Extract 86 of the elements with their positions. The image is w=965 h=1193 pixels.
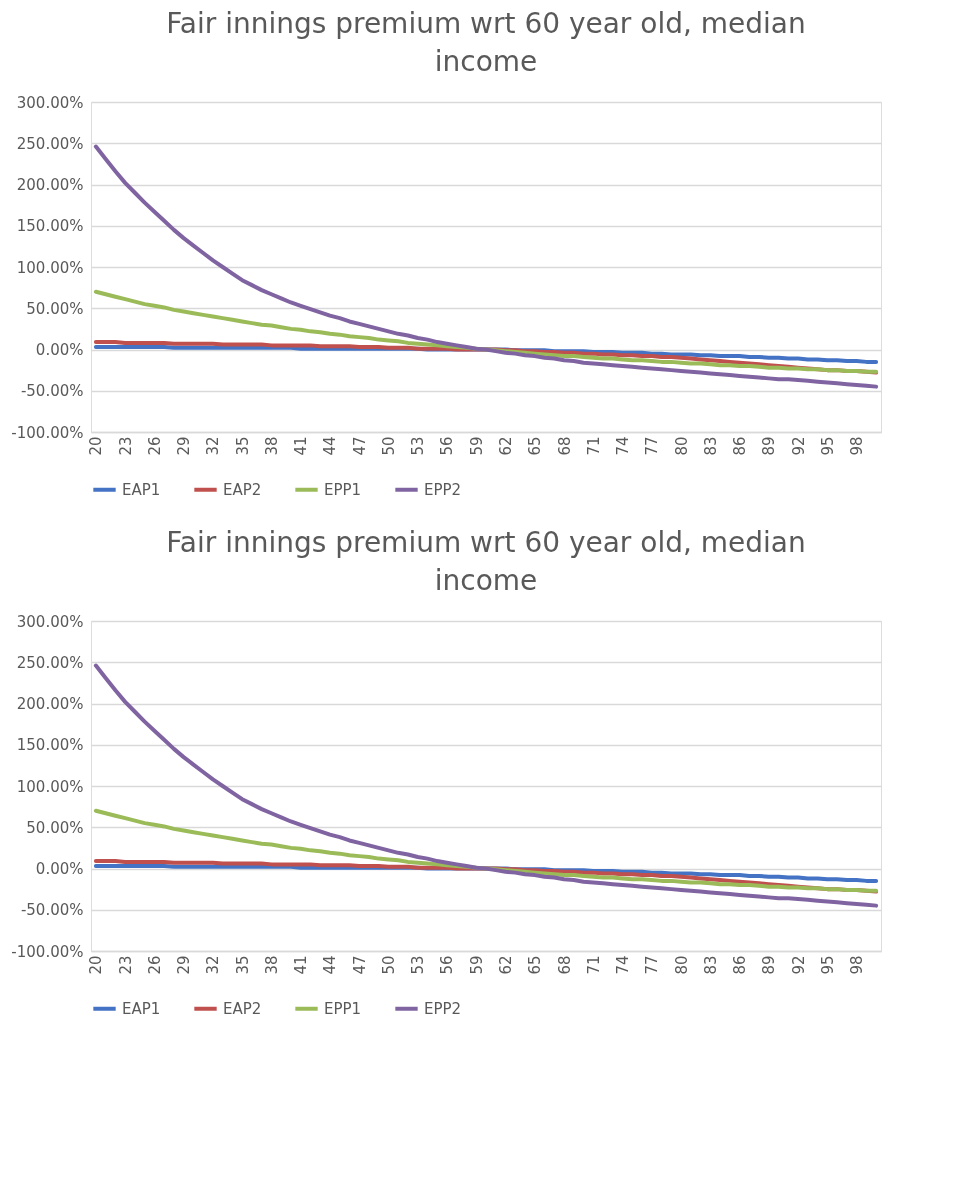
x-tick-label: 26 <box>145 955 164 975</box>
x-tick-label: 20 <box>87 955 106 975</box>
y-tick-label: 300.00% <box>16 93 84 112</box>
x-tick-label: 38 <box>262 436 281 456</box>
x-tick-label: 32 <box>204 436 223 456</box>
x-tick-label: 23 <box>116 955 135 975</box>
legend-label: EPP2 <box>424 999 462 1018</box>
y-tick-label: 150.00% <box>16 736 84 755</box>
chart-title: Fair innings premium wrt 60 year old, median income <box>166 7 806 78</box>
x-tick-label: 74 <box>614 436 633 456</box>
legend-label: EPP2 <box>424 480 462 499</box>
y-tick-label: 250.00% <box>16 134 84 153</box>
chart-title: Fair innings premium wrt 60 year old, median income <box>166 526 806 597</box>
y-tick-label: -50.00% <box>20 901 84 920</box>
x-tick-label: 47 <box>350 955 369 975</box>
x-tick-label: 98 <box>848 436 867 456</box>
line-series <box>93 144 879 389</box>
x-tick-label: 92 <box>789 436 808 456</box>
x-tick-label: 29 <box>175 436 194 456</box>
y-tick-label: 200.00% <box>16 176 84 194</box>
legend-label: EAP2 <box>223 999 262 1018</box>
x-tick-label: 41 <box>292 955 311 975</box>
x-tick-label: 50 <box>379 955 398 975</box>
legend-label: EAP1 <box>122 480 161 499</box>
y-tick-label: 300.00% <box>16 612 84 631</box>
x-tick-label: 68 <box>555 436 574 456</box>
y-tick-label: 100.00% <box>16 258 84 277</box>
x-tick-label: 80 <box>672 436 691 456</box>
line-series <box>93 663 879 908</box>
x-tick-label: 26 <box>145 436 164 456</box>
x-tick-label: 98 <box>848 955 867 975</box>
x-tick-label: 20 <box>87 436 106 456</box>
y-tick-label: -100.00% <box>11 423 84 442</box>
x-tick-label: 86 <box>731 955 750 975</box>
x-tick-label: 50 <box>379 436 398 456</box>
x-tick-label: 89 <box>760 436 779 456</box>
y-tick-label: 50.00% <box>26 818 84 837</box>
y-tick-label: 150.00% <box>16 217 84 236</box>
x-tick-label: 89 <box>760 955 779 975</box>
x-tick-label: 68 <box>555 955 574 975</box>
line-series <box>93 289 879 374</box>
legend-label: EPP1 <box>324 480 362 499</box>
x-tick-label: 59 <box>467 955 486 975</box>
x-tick-label: 71 <box>584 436 603 456</box>
x-tick-label: 32 <box>204 955 223 975</box>
x-tick-label: 65 <box>526 955 545 975</box>
x-tick-label: 65 <box>526 436 545 456</box>
x-tick-label: 53 <box>409 955 428 975</box>
x-tick-label: 44 <box>321 436 340 456</box>
x-tick-label: 41 <box>292 436 311 456</box>
legend-label: EAP1 <box>122 999 161 1018</box>
x-tick-label: 83 <box>701 955 720 975</box>
legend-label: EPP1 <box>324 999 362 1018</box>
x-tick-label: 44 <box>321 955 340 975</box>
x-tick-label: 62 <box>497 955 516 975</box>
x-tick-label: 38 <box>262 955 281 975</box>
x-tick-label: 95 <box>818 955 837 975</box>
x-tick-label: 35 <box>233 436 252 456</box>
x-tick-label: 74 <box>614 955 633 975</box>
x-tick-label: 59 <box>467 436 486 456</box>
line-series <box>93 808 879 893</box>
x-tick-label: 23 <box>116 436 135 456</box>
x-tick-label: 29 <box>175 955 194 975</box>
y-tick-label: 100.00% <box>16 777 84 796</box>
y-tick-label: 200.00% <box>16 695 84 713</box>
x-tick-label: 95 <box>818 436 837 456</box>
y-tick-label: 250.00% <box>16 653 84 672</box>
y-tick-label: 50.00% <box>26 299 84 318</box>
x-tick-label: 35 <box>233 955 252 975</box>
x-tick-label: 53 <box>409 436 428 456</box>
x-tick-label: 47 <box>350 436 369 456</box>
x-tick-label: 62 <box>497 436 516 456</box>
x-tick-label: 77 <box>643 436 662 456</box>
x-tick-label: 92 <box>789 955 808 975</box>
y-tick-label: -100.00% <box>11 942 84 961</box>
x-tick-label: 77 <box>643 955 662 975</box>
y-tick-label: -50.00% <box>20 382 84 401</box>
y-tick-label: 0.00% <box>35 341 84 359</box>
x-tick-label: 86 <box>731 436 750 456</box>
legend-label: EAP2 <box>223 480 262 499</box>
x-tick-label: 56 <box>438 955 457 975</box>
x-tick-label: 80 <box>672 955 691 975</box>
y-tick-label: 0.00% <box>35 860 84 878</box>
x-tick-label: 83 <box>701 436 720 456</box>
x-tick-label: 71 <box>584 955 603 975</box>
x-tick-label: 56 <box>438 436 457 456</box>
